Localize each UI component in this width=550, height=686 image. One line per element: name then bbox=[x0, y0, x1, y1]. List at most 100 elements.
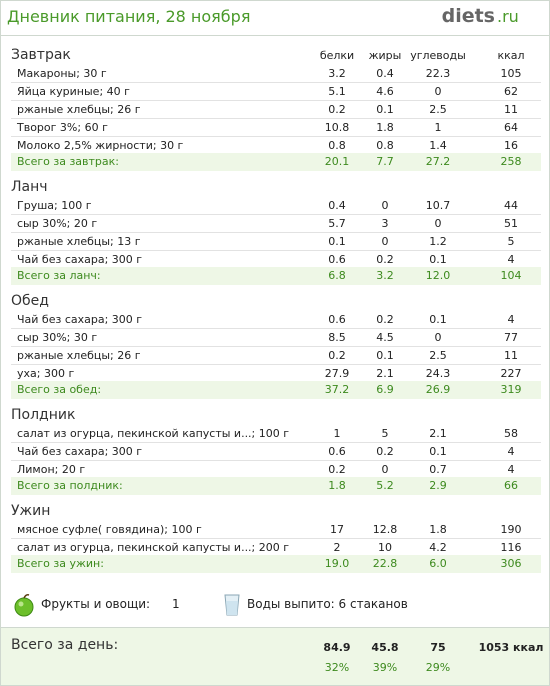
meal-title: Завтрак bbox=[11, 47, 71, 63]
food-value: 0.6 bbox=[328, 313, 346, 326]
food-value: 24.3 bbox=[425, 367, 451, 380]
food-value: 2.1 bbox=[429, 427, 447, 440]
food-value: 116 bbox=[500, 541, 522, 554]
glass-icon bbox=[224, 594, 240, 616]
total-value: 7.7 bbox=[376, 155, 394, 168]
food-value: 8.5 bbox=[328, 331, 346, 344]
food-value: 2 bbox=[333, 541, 341, 554]
food-value: 5 bbox=[507, 235, 515, 248]
food-value: 1.8 bbox=[429, 523, 447, 536]
column-header: ккал bbox=[497, 49, 525, 62]
food-name: сыр 30%; 30 г bbox=[17, 331, 98, 344]
food-value: 0 bbox=[434, 217, 442, 230]
food-row: сыр 30%; 30 г 8.5 4.5 0 77 bbox=[11, 329, 541, 347]
day-total-percent: 39% bbox=[372, 661, 398, 674]
food-value: 4 bbox=[507, 313, 515, 326]
food-value: 0.2 bbox=[376, 445, 394, 458]
food-value: 0.4 bbox=[328, 199, 346, 212]
day-total-value: 1053 ккал bbox=[478, 641, 544, 654]
food-value: 4 bbox=[507, 445, 515, 458]
food-row: Макароны; 30 г 3.2 0.4 22.3 105 bbox=[11, 65, 541, 83]
food-name: Чай без сахара; 300 г bbox=[17, 253, 143, 266]
food-name: Яйца куриные; 40 г bbox=[17, 85, 130, 98]
food-value: 0 bbox=[381, 463, 389, 476]
food-value: 0.1 bbox=[429, 253, 447, 266]
logo-suffix[interactable]: .ru bbox=[497, 7, 519, 26]
food-value: 1 bbox=[333, 427, 341, 440]
food-value: 4.2 bbox=[429, 541, 447, 554]
food-row: Яйца куриные; 40 г 5.1 4.6 0 62 bbox=[11, 83, 541, 101]
food-value: 5 bbox=[381, 427, 389, 440]
meal-title: Ужин bbox=[11, 503, 51, 519]
food-value: 27.9 bbox=[324, 367, 350, 380]
food-value: 0.6 bbox=[328, 253, 346, 266]
food-name: Творог 3%; 60 г bbox=[17, 121, 108, 134]
total-value: 3.2 bbox=[376, 269, 394, 282]
total-value: 5.2 bbox=[376, 479, 394, 492]
food-value: 0.1 bbox=[376, 103, 394, 116]
total-value: 6.9 bbox=[376, 383, 394, 396]
logo[interactable]: diets bbox=[441, 5, 495, 27]
total-value: 19.0 bbox=[324, 557, 350, 570]
column-header: белки bbox=[319, 49, 355, 62]
food-value: 10.7 bbox=[425, 199, 451, 212]
food-value: 0.1 bbox=[376, 349, 394, 362]
food-name: уха; 300 г bbox=[17, 367, 75, 380]
food-value: 1.8 bbox=[376, 121, 394, 134]
food-value: 227 bbox=[500, 367, 522, 380]
food-value: 0.7 bbox=[429, 463, 447, 476]
food-value: 4 bbox=[507, 463, 515, 476]
food-value: 44 bbox=[504, 199, 518, 212]
food-value: 1.2 bbox=[429, 235, 447, 248]
food-value: 0.2 bbox=[328, 349, 346, 362]
food-value: 0.1 bbox=[328, 235, 346, 248]
fruits-label: Фрукты и овощи: bbox=[41, 597, 151, 611]
food-value: 16 bbox=[504, 139, 518, 152]
meal-title: Обед bbox=[11, 293, 49, 309]
food-name: салат из огурца, пекинской капусты и...;… bbox=[17, 541, 290, 554]
food-name: Груша; 100 г bbox=[17, 199, 92, 212]
food-value: 62 bbox=[504, 85, 518, 98]
food-value: 190 bbox=[500, 523, 522, 536]
food-value: 0.2 bbox=[376, 313, 394, 326]
total-value: 1.8 bbox=[328, 479, 346, 492]
food-row: ржаные хлебцы; 13 г 0.1 0 1.2 5 bbox=[11, 233, 541, 251]
food-value: 58 bbox=[504, 427, 518, 440]
food-value: 1.4 bbox=[429, 139, 447, 152]
total-value: 6.0 bbox=[429, 557, 447, 570]
food-row: салат из огурца, пекинской капусты и...;… bbox=[11, 425, 541, 443]
food-value: 0 bbox=[381, 235, 389, 248]
meal-title: Полдник bbox=[11, 407, 76, 423]
food-value: 77 bbox=[504, 331, 518, 344]
food-row: мясное суфле( говядина); 100 г 17 12.8 1.8 1… bbox=[11, 521, 541, 539]
food-name: ржаные хлебцы; 13 г bbox=[17, 235, 141, 248]
food-row: ржаные хлебцы; 26 г 0.2 0.1 2.5 11 bbox=[11, 101, 541, 119]
total-value: 306 bbox=[500, 557, 522, 570]
food-value: 51 bbox=[504, 217, 518, 230]
food-value: 2.5 bbox=[429, 103, 447, 116]
food-value: 10.8 bbox=[324, 121, 350, 134]
food-value: 4.6 bbox=[376, 85, 394, 98]
total-row: Всего за ужин: 19.0 22.8 6.0 306 bbox=[11, 555, 541, 573]
food-value: 11 bbox=[504, 349, 518, 362]
food-row: Творог 3%; 60 г 10.8 1.8 1 64 bbox=[11, 119, 541, 137]
total-row: Всего за обед: 37.2 6.9 26.9 319 bbox=[11, 381, 541, 399]
food-value: 0.8 bbox=[328, 139, 346, 152]
food-name: салат из огурца, пекинской капусты и...;… bbox=[17, 427, 290, 440]
total-label: Всего за полдник: bbox=[17, 479, 123, 492]
food-name: Чай без сахара; 300 г bbox=[17, 445, 143, 458]
food-value: 0.1 bbox=[429, 445, 447, 458]
total-label: Всего за обед: bbox=[17, 383, 102, 396]
column-header: жиры bbox=[368, 49, 402, 62]
food-value: 3 bbox=[381, 217, 389, 230]
total-value: 37.2 bbox=[324, 383, 350, 396]
total-value: 2.9 bbox=[429, 479, 447, 492]
food-value: 64 bbox=[504, 121, 518, 134]
food-value: 4 bbox=[507, 253, 515, 266]
total-row: Всего за ланч: 6.8 3.2 12.0 104 bbox=[11, 267, 541, 285]
total-label: Всего за ланч: bbox=[17, 269, 101, 282]
food-name: сыр 30%; 20 г bbox=[17, 217, 98, 230]
food-value: 2.5 bbox=[429, 349, 447, 362]
day-total-value: 84.9 bbox=[323, 641, 351, 654]
header-divider bbox=[1, 35, 549, 36]
